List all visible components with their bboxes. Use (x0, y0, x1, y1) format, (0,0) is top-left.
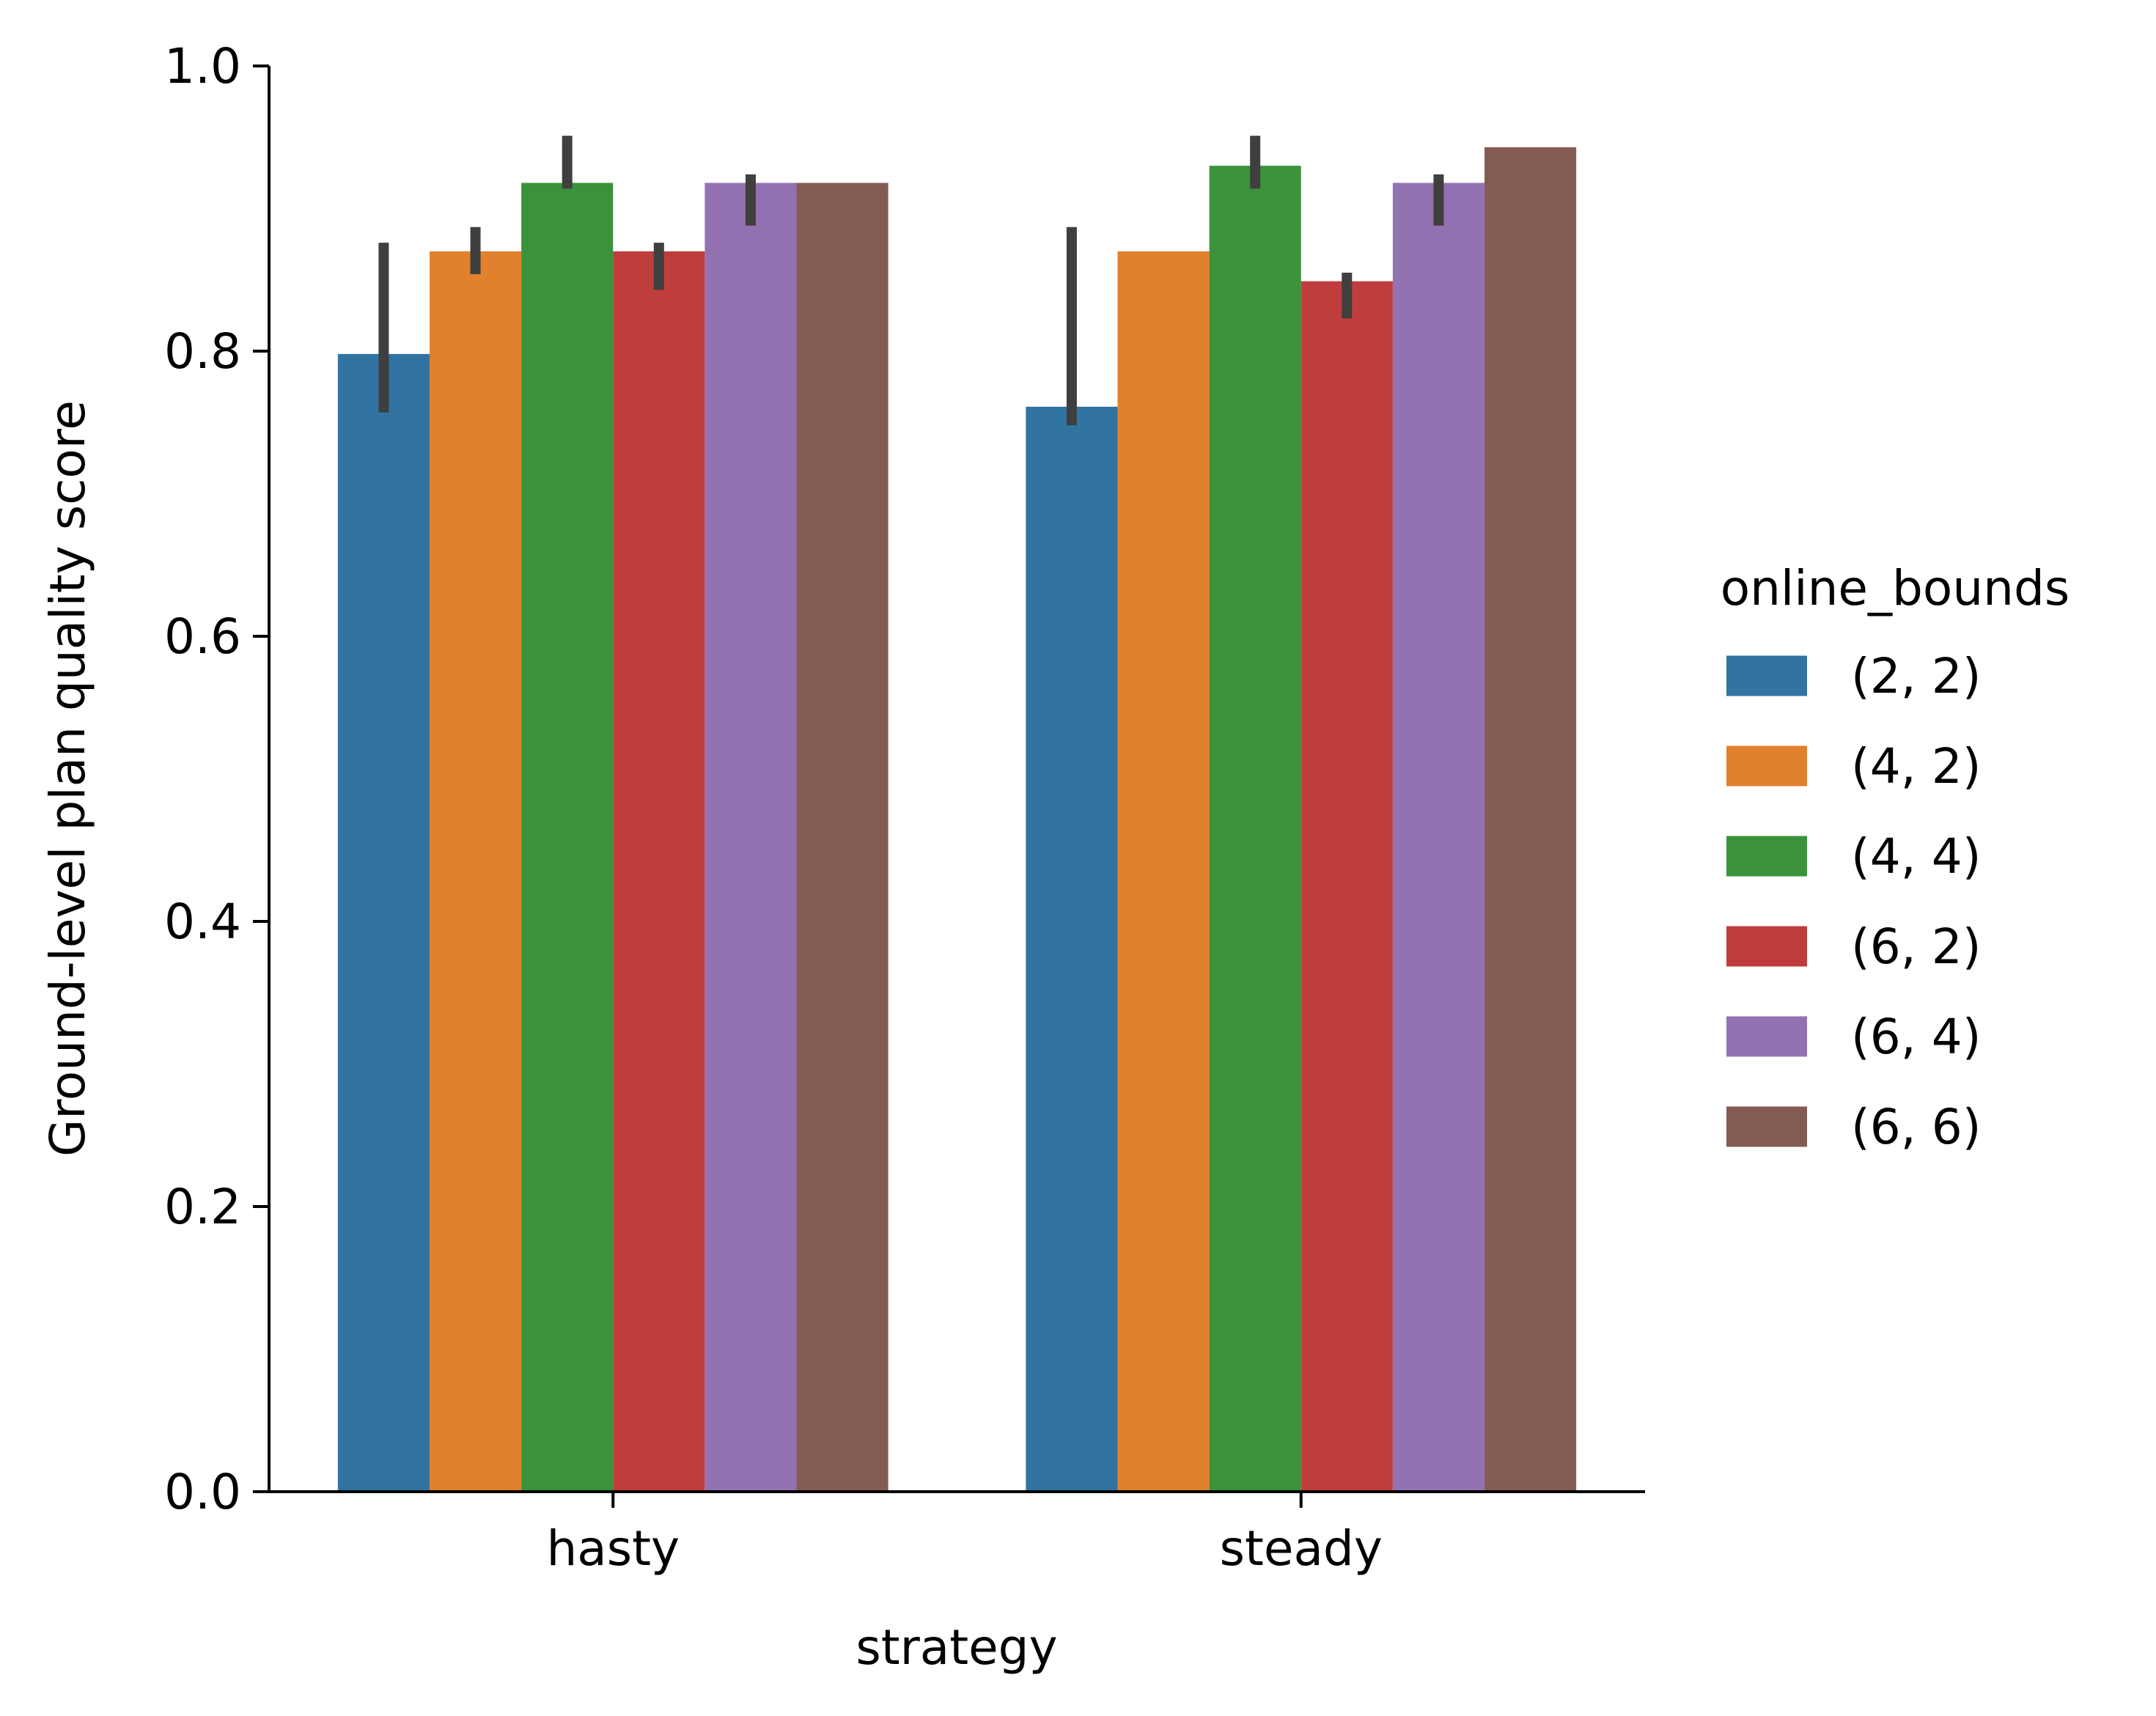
bar-hasty-series-4 (704, 183, 797, 1492)
legend-swatch-4 (1726, 1016, 1807, 1057)
y-ticks-layer: 0.0 0.2 0.4 0.6 0.8 1.0 (164, 38, 269, 1520)
y-tick-label: 0.6 (164, 608, 241, 665)
bar-hasty-series-2 (521, 183, 614, 1492)
legend-items: (2, 2) (4, 2) (4, 4) (6, 2) (6, 4) (6, 6) (1726, 648, 1981, 1155)
y-tick-label: 0.4 (164, 894, 241, 950)
x-axis-label: strategy (856, 1619, 1057, 1676)
bars-layer (337, 147, 1577, 1492)
legend-title: online_bounds (1721, 560, 2070, 616)
y-tick-label: 0.0 (164, 1464, 241, 1520)
y-axis-label: Ground-level plan quality score (40, 400, 96, 1157)
x-ticks-layer: hasty steady (546, 1492, 1383, 1577)
legend-swatch-0 (1726, 655, 1807, 696)
y-tick-label: 0.8 (164, 323, 241, 380)
y-tick-label: 0.2 (164, 1179, 241, 1235)
legend-swatch-1 (1726, 745, 1807, 787)
legend-swatch-5 (1726, 1106, 1807, 1147)
legend-swatch-3 (1726, 926, 1807, 967)
bar-steady-series-2 (1209, 166, 1301, 1492)
bar-steady-series-1 (1117, 251, 1210, 1492)
bar-steady-series-5 (1484, 147, 1577, 1492)
bar-hasty-series-3 (613, 251, 705, 1492)
bar-steady-series-3 (1300, 281, 1393, 1492)
legend-label-0: (2, 2) (1851, 648, 1981, 704)
x-tick-label-hasty: hasty (546, 1520, 680, 1577)
legend-label-4: (6, 4) (1851, 1009, 1981, 1065)
bar-steady-series-0 (1026, 406, 1118, 1492)
legend-label-2: (4, 4) (1851, 828, 1981, 885)
bar-steady-series-4 (1392, 183, 1485, 1492)
legend-swatch-2 (1726, 836, 1807, 877)
bar-hasty-series-5 (796, 183, 888, 1492)
y-tick-label: 1.0 (164, 38, 241, 95)
bar-hasty-series-0 (337, 353, 430, 1492)
legend-label-5: (6, 6) (1851, 1099, 1981, 1155)
legend: online_bounds (2, 2) (4, 2) (4, 4) (6, 2) (6… (1721, 560, 2070, 1155)
legend-label-1: (4, 2) (1851, 738, 1981, 795)
legend-label-3: (6, 2) (1851, 918, 1981, 975)
error-bars-layer (378, 136, 1444, 426)
axes-layer (268, 66, 1645, 1493)
bar-hasty-series-1 (429, 251, 522, 1492)
x-tick-label-steady: steady (1220, 1520, 1383, 1577)
